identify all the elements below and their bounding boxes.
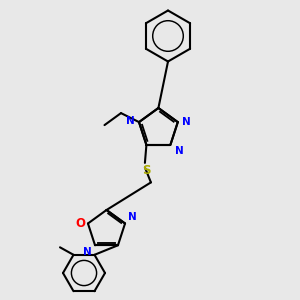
Text: O: O (75, 217, 85, 230)
Text: N: N (175, 146, 184, 156)
Text: S: S (142, 164, 151, 176)
Text: N: N (128, 212, 137, 222)
Text: N: N (83, 247, 92, 257)
Text: N: N (126, 116, 134, 126)
Text: N: N (182, 117, 191, 127)
